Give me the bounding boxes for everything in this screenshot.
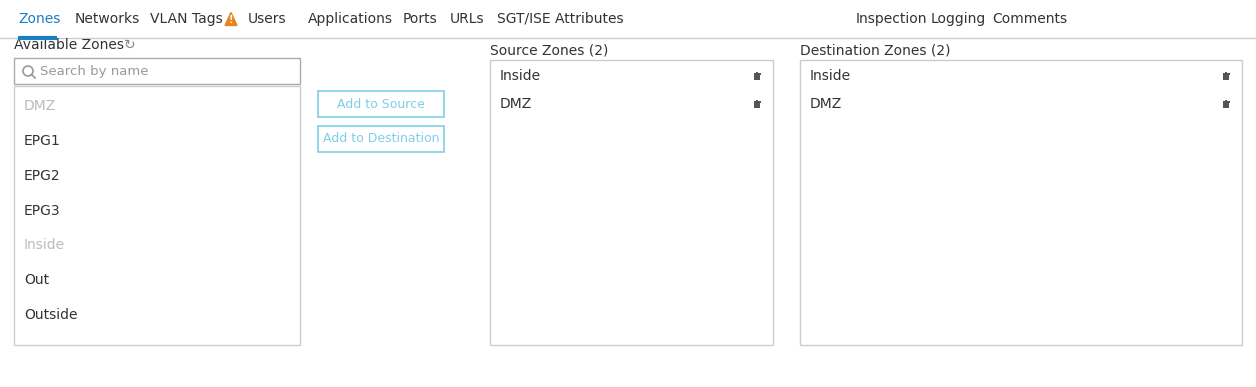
Text: VLAN Tags: VLAN Tags: [149, 12, 222, 26]
Text: DMZ: DMZ: [24, 99, 57, 113]
Text: Ports: Ports: [403, 12, 438, 26]
Text: Inside: Inside: [500, 69, 541, 83]
Text: Inspection: Inspection: [857, 12, 927, 26]
Text: Add to Source: Add to Source: [337, 98, 425, 111]
Bar: [14, 86, 300, 345]
Bar: [756, 100, 759, 101]
Text: EPG3: EPG3: [24, 204, 60, 217]
Bar: [800, 60, 1242, 345]
Bar: [1222, 73, 1230, 75]
Text: SGT/ISE Attributes: SGT/ISE Attributes: [497, 12, 624, 26]
Bar: [756, 72, 759, 73]
Text: Available Zones: Available Zones: [14, 38, 124, 52]
Text: Out: Out: [24, 273, 49, 287]
Bar: [1223, 103, 1230, 108]
Text: Add to Destination: Add to Destination: [323, 132, 440, 146]
Text: Search by name: Search by name: [40, 65, 148, 77]
Text: Logging: Logging: [931, 12, 986, 26]
Bar: [318, 126, 445, 152]
Bar: [14, 58, 300, 84]
Text: Applications: Applications: [308, 12, 393, 26]
Bar: [754, 73, 760, 75]
Text: URLs: URLs: [450, 12, 485, 26]
Bar: [754, 101, 760, 103]
Bar: [318, 91, 445, 117]
Bar: [1222, 101, 1230, 103]
Bar: [1225, 100, 1227, 101]
Polygon shape: [225, 12, 237, 26]
Text: Zones: Zones: [18, 12, 60, 26]
Text: Comments: Comments: [992, 12, 1068, 26]
Bar: [754, 103, 760, 108]
Text: DMZ: DMZ: [500, 97, 533, 111]
Text: Users: Users: [247, 12, 286, 26]
Text: Inside: Inside: [810, 69, 852, 83]
Text: EPG1: EPG1: [24, 134, 60, 148]
Text: !: !: [229, 15, 234, 25]
Bar: [1225, 72, 1227, 73]
Text: Inside: Inside: [24, 238, 65, 252]
Bar: [490, 60, 772, 345]
Bar: [754, 75, 760, 80]
Text: Destination Zones (2): Destination Zones (2): [800, 44, 951, 58]
Text: Source Zones (2): Source Zones (2): [490, 44, 608, 58]
Text: Outside: Outside: [24, 308, 78, 322]
Text: EPG2: EPG2: [24, 169, 60, 183]
Text: DMZ: DMZ: [810, 97, 843, 111]
Bar: [1223, 75, 1230, 80]
Text: Networks: Networks: [75, 12, 141, 26]
Text: ↻: ↻: [124, 38, 136, 52]
